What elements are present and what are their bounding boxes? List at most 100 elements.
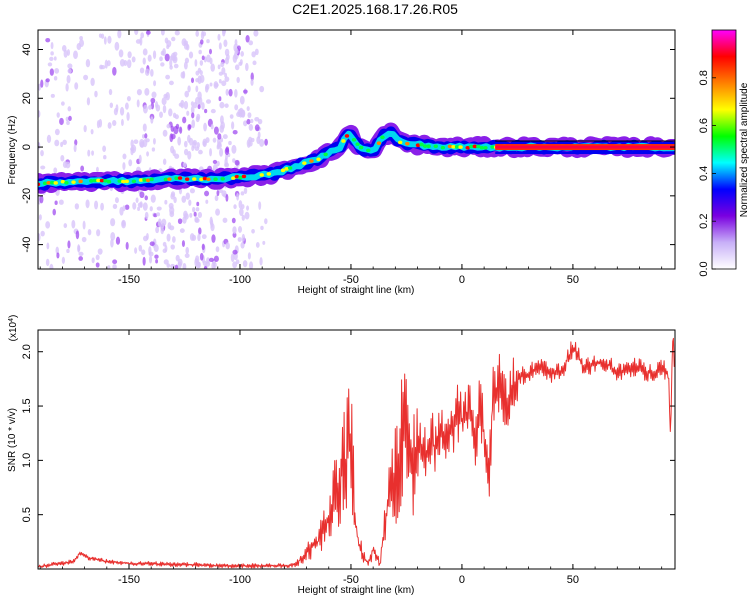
spectrogram-speckle (119, 58, 125, 67)
spectrogram-speckle (127, 51, 132, 59)
spectrogram-speckle (210, 63, 215, 72)
spectrogram-speckle (162, 48, 166, 56)
spectrogram-speckle (218, 42, 222, 50)
colorbar-label: Normalized spectral amplitude (739, 82, 750, 217)
spectrogram-speckle (121, 220, 126, 227)
spectrogram-speckle (169, 206, 175, 215)
spectrogram-speckle (209, 148, 212, 157)
spectrogram-speckle (216, 189, 220, 197)
spectrogram-speckle (178, 102, 184, 107)
spectrogram-speckle (54, 68, 60, 74)
spectrogram-speckle (117, 30, 122, 39)
spectrogram-speckle (204, 108, 208, 114)
spectrogram-speckle (153, 80, 157, 87)
colorbar-tick-label: 0.4 (698, 166, 710, 181)
spectrogram-speckle (107, 122, 112, 129)
ridge-peak (355, 142, 360, 146)
spectrogram-image (38, 30, 675, 269)
spectrogram-speckle (134, 30, 139, 36)
spectrogram-speckle (80, 165, 85, 172)
ridge-peak (259, 173, 264, 177)
ridge-peak (163, 177, 169, 182)
spectrogram-speckle (173, 125, 179, 135)
spectrogram-speckle (169, 133, 174, 143)
spectrogram-speckle (110, 232, 116, 241)
spectrogram-speckle (177, 218, 183, 225)
spectrogram-speckle (168, 108, 173, 117)
spectrogram-speckle (39, 195, 44, 204)
spectrogram-speckle (102, 145, 107, 152)
spectrogram-speckle (124, 204, 130, 210)
ridge-peak (50, 180, 55, 185)
spectrogram-speckle (234, 88, 238, 98)
spectrogram-speckle (74, 82, 79, 90)
spectrogram-speckle (196, 201, 200, 207)
ridge-peak (149, 177, 154, 182)
spectrogram-speckle (169, 225, 175, 231)
spectrogram-speckle (210, 124, 214, 130)
ridge-peak (213, 177, 218, 182)
spectrogram-speckle (259, 139, 265, 147)
spectrogram-speckle (248, 123, 254, 131)
spectrogram-speckle (60, 101, 65, 106)
ridge-peak (167, 177, 172, 181)
spectrogram-speckle (222, 134, 228, 140)
spectrogram-speckle (195, 85, 199, 93)
spectrogram-speckle (199, 252, 204, 261)
spectrogram-speckle (131, 56, 136, 63)
spectrogram-speckle (149, 255, 153, 264)
spectrogram-speckle (90, 77, 95, 87)
spectrogram-speckle (182, 216, 187, 224)
ridge-peak (121, 179, 126, 184)
spectrogram-speckle (166, 233, 171, 242)
spectrogram-speckle (104, 59, 108, 69)
spectrogram-speckle (75, 230, 80, 240)
spectrogram-speckle (194, 59, 198, 67)
spectrogram-speckle (139, 201, 143, 208)
spectrogram-speckle (191, 145, 195, 152)
spectrogram-speckle (149, 241, 155, 247)
spectrogram-speckle (107, 265, 111, 269)
spectrogram-speckle (160, 62, 165, 67)
spectrogram-speckle (153, 244, 159, 252)
spectrogram-speckle (112, 264, 117, 269)
spectrogram-speckle (96, 120, 100, 129)
spectrogram-speckle (209, 216, 213, 226)
spectrogram-speckle (249, 261, 254, 269)
ridge-peak (99, 178, 105, 183)
spectrogram-speckle (142, 48, 148, 56)
spectrogram-speckle (191, 119, 196, 129)
spectrogram-speckle (59, 117, 64, 126)
spectrogram-speckle (136, 99, 140, 108)
ridge-peak (199, 177, 204, 182)
y-tick-label: 40 (21, 43, 33, 55)
spectrogram-speckle (237, 237, 242, 242)
ridge-peak (106, 179, 112, 184)
spectrogram-speckle (239, 59, 243, 65)
spectrogram-speckle (79, 36, 83, 41)
spectrogram-speckle (224, 103, 229, 108)
ridge-peak (266, 172, 272, 176)
spectrogram-speckle (38, 142, 41, 150)
spectrogram-speckle (141, 249, 146, 256)
spectrogram-speckle (96, 229, 101, 237)
spectrogram-speckle (49, 68, 54, 76)
spectrogram-speckle (251, 229, 255, 234)
ridge-peak (344, 134, 350, 138)
spectrogram-speckle (246, 118, 251, 125)
x-tick-label: -50 (343, 274, 359, 286)
spectrogram-speckle (232, 261, 238, 269)
spectrogram-speckle (170, 125, 175, 132)
spectrogram-speckle (125, 241, 129, 250)
snr-x-label: Height of straight line (km) (298, 585, 415, 596)
spectrogram-speckle (201, 102, 205, 110)
spectrogram-speckle (236, 76, 240, 83)
spectrogram-speckle (138, 154, 142, 164)
spectrogram-speckle (52, 208, 56, 216)
ridge-peak (117, 179, 122, 183)
spectrogram-speckle (162, 248, 167, 254)
spectrogram-speckle (189, 212, 193, 218)
spectrogram-speckle (38, 233, 41, 242)
spectrogram-speckle (232, 130, 238, 135)
spectrogram-speckle (264, 218, 268, 225)
